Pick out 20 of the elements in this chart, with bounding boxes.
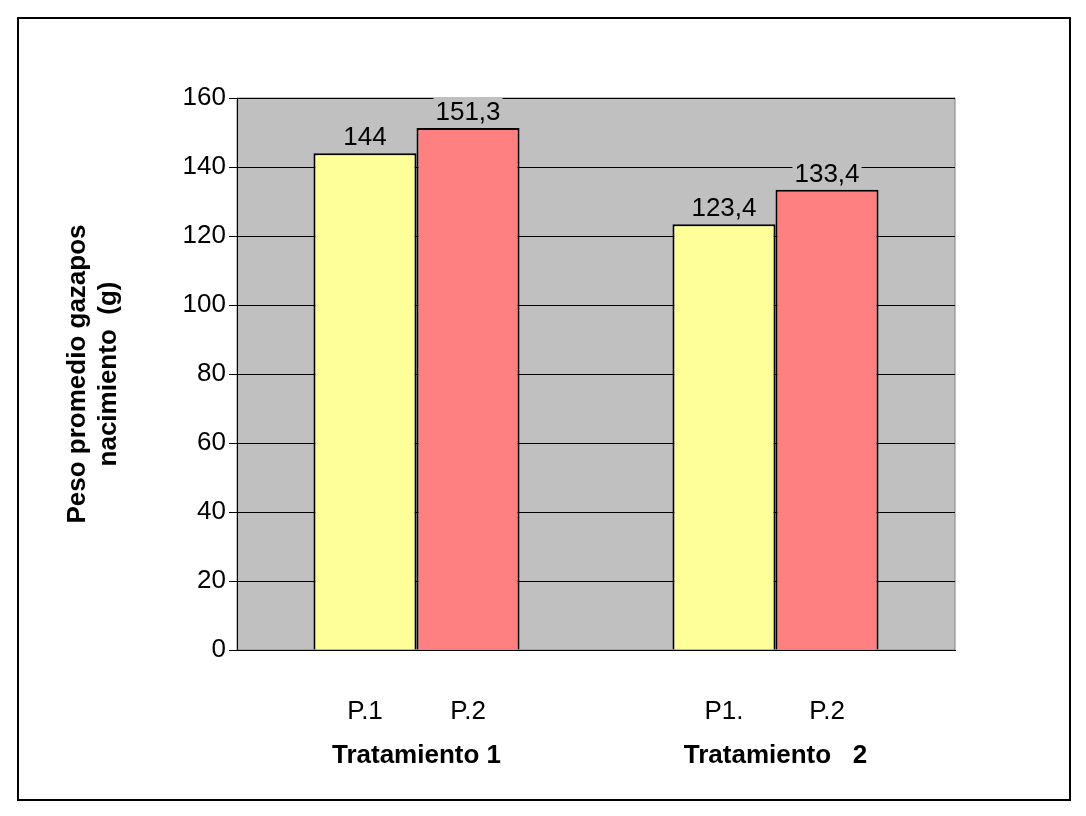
- text: P.1: [347, 695, 383, 726]
- text: P1.: [704, 695, 744, 726]
- y-tick-label: 100: [182, 288, 226, 319]
- data-label: 123,4: [691, 192, 757, 223]
- data-label: 133,4: [794, 157, 860, 188]
- y-tick-label: 20: [197, 564, 226, 595]
- text: P.2: [809, 695, 845, 726]
- y-tick-label: 120: [182, 219, 226, 250]
- y-tick-label: 40: [197, 495, 226, 526]
- x-tick-label: Tratamiento 2: [683, 738, 868, 769]
- text: P.2: [450, 695, 486, 726]
- x-tick-label: Tratamiento 1: [331, 738, 502, 769]
- y-tick-label: 140: [182, 150, 226, 181]
- y-tick-label: 160: [182, 81, 226, 112]
- y-tick-label: 60: [197, 426, 226, 457]
- data-label: 151,3: [435, 96, 501, 127]
- y-axis-title: Peso promedio gazapos nacimiento (g): [60, 224, 122, 524]
- y-tick-label: 0: [211, 633, 226, 664]
- y-tick-label: 80: [197, 357, 226, 388]
- data-label: 144: [343, 121, 387, 152]
